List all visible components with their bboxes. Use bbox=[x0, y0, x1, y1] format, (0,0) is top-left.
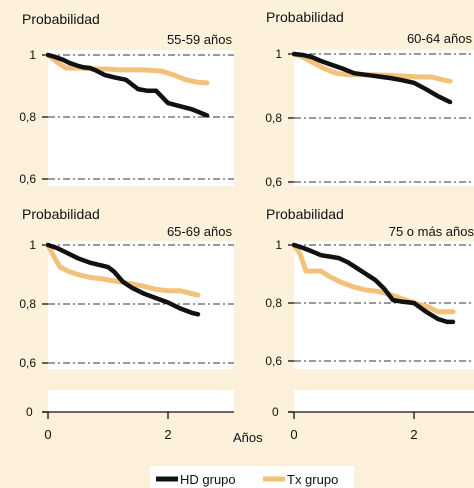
panel-title-2: 65-69 años bbox=[167, 224, 233, 239]
zero-tick-label-1: 0 bbox=[272, 405, 279, 419]
y-tick-label-3-2: 0,6 bbox=[265, 354, 282, 368]
y-tick-label-1-1: 0,8 bbox=[265, 111, 282, 125]
text-layer: 1 0,8 0,6 Probabilidad 55-59 años 1 0,8 0,6 Prob… bbox=[19, 9, 474, 442]
y-axis-label-0: Probabilidad bbox=[22, 11, 100, 27]
panel-title-0: 55-59 años bbox=[167, 32, 233, 47]
panels-layer bbox=[42, 50, 474, 419]
x-tick-label-1-1: 2 bbox=[410, 427, 417, 442]
y-axis-label-1: Probabilidad bbox=[266, 9, 344, 25]
legend: HD grupo Tx grupo bbox=[150, 466, 354, 488]
y-tick-label-1-2: 0,6 bbox=[265, 175, 282, 189]
series-line-tx-3 bbox=[291, 242, 456, 315]
y-tick-label-3-0: 1 bbox=[275, 238, 282, 252]
y-tick-label-0-2: 0,6 bbox=[19, 172, 36, 186]
plot-area-0 bbox=[48, 50, 234, 186]
x-tick-label-0-0: 0 bbox=[44, 427, 51, 442]
y-tick-label-0-1: 0,8 bbox=[19, 110, 36, 124]
plot-area-2 bbox=[48, 241, 234, 369]
y-tick-label-1-0: 1 bbox=[275, 47, 282, 61]
risk-strip-1 bbox=[294, 390, 474, 412]
y-axis-label-3: Probabilidad bbox=[266, 206, 344, 222]
zero-tick-label-0: 0 bbox=[26, 405, 33, 419]
y-tick-label-2-2: 0,6 bbox=[19, 356, 36, 370]
panel-title-3: 75 o más años bbox=[389, 224, 474, 239]
y-tick-label-2-0: 1 bbox=[29, 238, 36, 252]
legend-label-tx: Tx grupo bbox=[287, 472, 338, 487]
series-line-hd-1 bbox=[291, 51, 453, 105]
legend-box bbox=[150, 466, 354, 488]
y-tick-label-0-0: 1 bbox=[29, 48, 36, 62]
x-tick-label-0-1: 2 bbox=[164, 427, 171, 442]
risk-strip-0 bbox=[48, 390, 234, 412]
series-line-tx-2 bbox=[45, 242, 201, 298]
series-line-tx-0 bbox=[45, 52, 210, 86]
y-tick-label-3-1: 0,8 bbox=[265, 296, 282, 310]
x-tick-label-1-0: 0 bbox=[290, 427, 297, 442]
legend-label-hd: HD grupo bbox=[180, 472, 236, 487]
series-line-hd-3 bbox=[291, 242, 456, 325]
series-line-hd-2 bbox=[45, 242, 201, 317]
plot-area-3 bbox=[294, 241, 474, 369]
x-axis-label: Años bbox=[233, 430, 263, 445]
lines-layer bbox=[45, 51, 456, 325]
panel-title-1: 60-64 años bbox=[407, 31, 473, 46]
y-tick-label-2-1: 0,8 bbox=[19, 297, 36, 311]
y-axis-label-2: Probabilidad bbox=[22, 206, 100, 222]
series-line-hd-0 bbox=[45, 52, 210, 118]
